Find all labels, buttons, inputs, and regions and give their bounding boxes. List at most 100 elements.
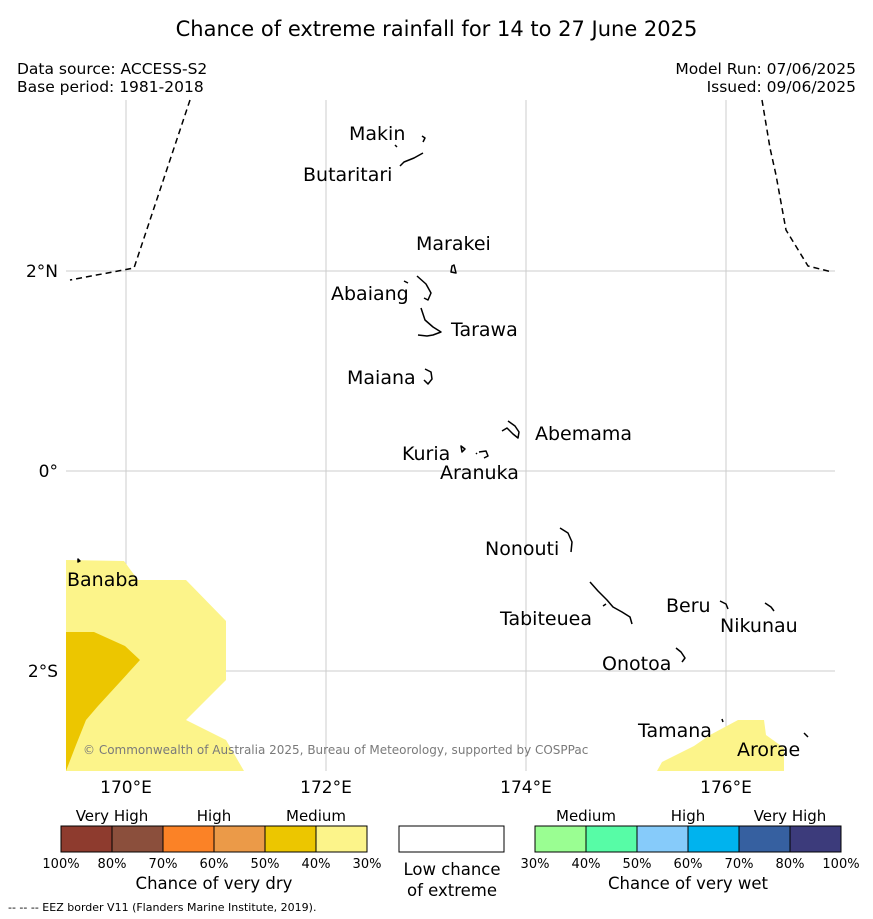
label-arorae: Arorae — [737, 739, 800, 761]
issued-date: Issued: 09/06/2025 — [706, 78, 856, 96]
eez-border — [69, 99, 833, 281]
label-onotoa: Onotoa — [602, 653, 671, 675]
very-dry-medium-30-40-region-southeast — [657, 720, 784, 771]
nonouti-outline — [559, 527, 573, 553]
dry-swatch-2 — [111, 825, 164, 853]
axis-labels: 170°E 172°E 174°E 176°E 2°N 0° 2°S — [26, 262, 752, 798]
data-source: Data source: ACCESS-S2 — [17, 60, 208, 78]
base-period: Base period: 1981-2018 — [17, 78, 204, 96]
wet-tick-70: 70% — [725, 857, 754, 872]
wet-colorbar — [534, 825, 842, 853]
dry-tick-100: 100% — [42, 857, 79, 872]
dry-swatch-6 — [315, 825, 368, 853]
dry-swatch-4 — [213, 825, 266, 853]
run-info: Model Run: 07/06/2025 Issued: 09/06/2025 — [675, 60, 856, 96]
lon-label-170: 170°E — [100, 778, 152, 798]
dry-tick-40: 40% — [302, 857, 331, 872]
dry-legend-title: Chance of very dry — [136, 874, 293, 893]
data-source-info: Data source: ACCESS-S2 Base period: 1981… — [17, 60, 207, 96]
wet-tick-60: 60% — [674, 857, 703, 872]
label-butaritari: Butaritari — [303, 164, 392, 186]
dry-colorbar — [60, 825, 368, 853]
very-dry-medium-30-40-region — [66, 560, 244, 771]
label-nonouti: Nonouti — [485, 538, 559, 560]
wet-swatch-6 — [789, 825, 842, 853]
island-outlines — [77, 135, 809, 738]
island-labels: Makin Butaritari Marakei Abaiang Tarawa … — [67, 123, 800, 761]
label-marakei: Marakei — [416, 233, 491, 255]
label-abemama: Abemama — [535, 423, 632, 445]
dry-tick-30: 30% — [353, 857, 382, 872]
lat-label-0: 0° — [39, 462, 58, 482]
legend-dry: Very High High Medium 100% 80% 70% 60% 5… — [42, 807, 381, 893]
arorae-outline — [803, 732, 809, 738]
wet-swatch-5 — [738, 825, 791, 853]
lat-label-2n: 2°N — [26, 262, 58, 282]
wet-tick-100: 100% — [822, 857, 859, 872]
wet-group-high: High — [671, 807, 705, 825]
lon-label-176: 176°E — [700, 778, 752, 798]
lon-label-174: 174°E — [500, 778, 552, 798]
abemama-outline — [501, 420, 520, 439]
wet-legend-title: Chance of very wet — [608, 874, 769, 893]
dry-swatch-3 — [162, 825, 215, 853]
marakei-outline — [450, 264, 457, 274]
dry-group-high: High — [197, 807, 231, 825]
label-tarawa: Tarawa — [450, 319, 518, 341]
label-beru: Beru — [666, 595, 711, 617]
dry-tick-70: 70% — [149, 857, 178, 872]
eez-footnote: -- -- -- EEZ border V11 (Flanders Marine… — [8, 901, 317, 914]
aranuka-outline — [475, 450, 489, 459]
wet-swatch-1 — [534, 825, 587, 853]
wet-colorbar-border — [534, 825, 842, 853]
wet-tick-80: 80% — [776, 857, 805, 872]
dry-colorbar-border — [60, 825, 368, 853]
copyright-notice: © Commonwealth of Australia 2025, Bureau… — [83, 743, 588, 757]
dry-tick-80: 80% — [98, 857, 127, 872]
graticule — [66, 100, 835, 771]
wet-tick-40: 40% — [572, 857, 601, 872]
nikunau-outline — [764, 602, 775, 612]
model-run: Model Run: 07/06/2025 — [675, 60, 856, 78]
low-chance-label-1: Low chance — [403, 860, 500, 879]
low-chance-label-2: of extreme — [407, 881, 497, 900]
legend-wet: Medium High Very High 30% 40% 50% 60% 70… — [521, 807, 860, 893]
low-chance-swatch — [398, 825, 505, 853]
beru-outline — [719, 600, 729, 610]
dry-group-medium: Medium — [286, 807, 346, 825]
label-tabiteuea: Tabiteuea — [499, 608, 592, 630]
makin-outline — [394, 135, 426, 148]
map-title: Chance of extreme rainfall for 14 to 27 … — [175, 17, 698, 41]
label-kuria: Kuria — [402, 443, 450, 465]
lat-label-2s: 2°S — [28, 662, 58, 682]
wet-swatch-2 — [585, 825, 638, 853]
very-dry-medium-40-50-region — [66, 632, 140, 771]
legend-low: Low chance of extreme — [398, 825, 505, 900]
tamana-outline — [721, 718, 724, 723]
label-banaba: Banaba — [67, 569, 139, 591]
rainfall-shading — [66, 560, 784, 771]
wet-group-medium: Medium — [556, 807, 616, 825]
wet-swatch-4 — [687, 825, 740, 853]
dry-swatch-1 — [60, 825, 113, 853]
label-nikunau: Nikunau — [720, 615, 798, 637]
wet-group-very-high: Very High — [754, 807, 827, 825]
dry-tick-60: 60% — [200, 857, 229, 872]
dry-group-very-high: Very High — [76, 807, 149, 825]
wet-tick-30: 30% — [521, 857, 550, 872]
onotoa-outline — [675, 647, 686, 663]
tarawa-outline — [417, 307, 442, 337]
butaritari-outline — [399, 152, 424, 167]
dry-swatch-5 — [264, 825, 317, 853]
label-maiana: Maiana — [347, 367, 416, 389]
lon-label-172: 172°E — [300, 778, 352, 798]
tabiteuea-outline — [589, 581, 633, 625]
maiana-outline — [423, 368, 433, 385]
label-aranuka: Aranuka — [440, 462, 519, 484]
wet-tick-50: 50% — [623, 857, 652, 872]
kuria-outline — [460, 445, 466, 453]
abaiang-outline — [403, 275, 432, 301]
label-abaiang: Abaiang — [331, 283, 409, 305]
label-makin: Makin — [349, 123, 405, 145]
